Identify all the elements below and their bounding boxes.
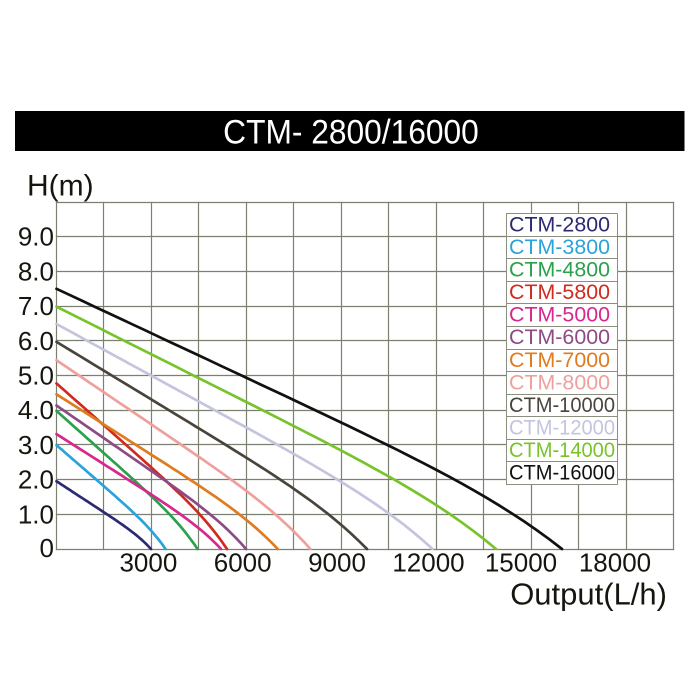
svg-text:8.0: 8.0 (18, 256, 54, 286)
svg-text:CTM-4800: CTM-4800 (509, 259, 610, 282)
svg-text:CTM-5800: CTM-5800 (509, 281, 610, 304)
svg-text:1.0: 1.0 (18, 499, 54, 529)
svg-text:18000: 18000 (579, 548, 651, 578)
svg-text:2.0: 2.0 (18, 465, 54, 495)
svg-text:5.0: 5.0 (18, 361, 54, 391)
svg-text:15000: 15000 (485, 548, 557, 578)
svg-text:CTM-14000: CTM-14000 (509, 439, 615, 462)
svg-text:CTM-10000: CTM-10000 (509, 394, 615, 417)
svg-text:3000: 3000 (119, 548, 177, 578)
svg-text:CTM-16000: CTM-16000 (509, 462, 615, 485)
svg-text:CTM-5000: CTM-5000 (509, 304, 610, 327)
svg-text:Output(L/h): Output(L/h) (510, 577, 667, 612)
svg-text:3.0: 3.0 (18, 430, 54, 460)
svg-text:7.0: 7.0 (18, 291, 54, 321)
svg-text:6.0: 6.0 (18, 326, 54, 356)
svg-text:CTM-2800: CTM-2800 (509, 213, 610, 236)
svg-text:12000: 12000 (392, 548, 464, 578)
svg-text:CTM-12000: CTM-12000 (509, 417, 615, 440)
svg-text:CTM- 2800/16000: CTM- 2800/16000 (223, 113, 479, 152)
svg-text:9.0: 9.0 (18, 222, 54, 252)
svg-text:9000: 9000 (308, 548, 366, 578)
svg-text:H(m): H(m) (27, 170, 94, 203)
svg-text:0: 0 (40, 533, 54, 563)
svg-text:CTM-3800: CTM-3800 (509, 236, 610, 259)
svg-text:CTM-7000: CTM-7000 (509, 349, 610, 372)
svg-text:CTM-8000: CTM-8000 (509, 371, 610, 394)
svg-text:CTM-6000: CTM-6000 (509, 326, 610, 349)
svg-text:4.0: 4.0 (18, 395, 54, 425)
svg-text:6000: 6000 (214, 548, 272, 578)
